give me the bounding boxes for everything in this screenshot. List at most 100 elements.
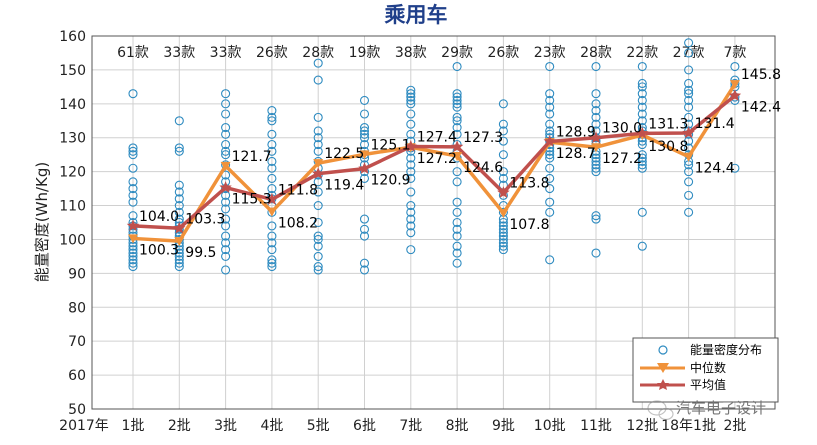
median-point xyxy=(498,209,509,219)
scatter-point xyxy=(313,251,323,261)
scatter-point xyxy=(406,99,416,109)
data-labels: 100.3 99.5 121.7 108.2 122.5 125.1 127.2 124.6 1… xyxy=(139,67,781,261)
scatter-point xyxy=(452,95,462,105)
scatter-point xyxy=(498,217,508,228)
wechat-icon xyxy=(647,400,674,421)
scatter-point xyxy=(498,241,508,251)
scatter-point xyxy=(128,258,138,268)
x-tick-label: 12批 xyxy=(626,418,658,434)
scatter-point xyxy=(591,112,601,122)
scatter-point xyxy=(452,89,462,99)
mean-data-label: 130.0 xyxy=(602,121,642,137)
median-point xyxy=(452,152,463,162)
legend-mean-label: 平均值 xyxy=(690,377,726,392)
scatter-point xyxy=(174,248,184,258)
scatter-point xyxy=(452,99,462,109)
model-count-label: 33款 xyxy=(210,45,242,61)
scatter-point xyxy=(545,184,555,194)
scatter-point xyxy=(591,61,601,72)
scatter-point xyxy=(452,112,462,122)
mean-data-label: 142.4 xyxy=(741,100,781,116)
mean-point xyxy=(173,221,186,234)
scatter-point xyxy=(174,251,184,261)
legend-median-label: 中位数 xyxy=(690,360,726,375)
scatter-point xyxy=(684,190,694,200)
scatter-point xyxy=(313,139,323,150)
scatter-point xyxy=(313,177,323,187)
scatter-point xyxy=(313,200,323,211)
scatter-point xyxy=(452,241,462,251)
scatter-point xyxy=(452,248,462,258)
model-count-label: 28款 xyxy=(580,45,612,61)
scatter-point xyxy=(591,119,601,129)
scatter-point xyxy=(452,224,462,234)
scatter-point xyxy=(684,112,694,122)
scatter-point xyxy=(174,180,184,190)
scatter-point xyxy=(128,89,138,99)
scatter-point xyxy=(221,251,231,261)
scatter-point xyxy=(637,116,647,126)
mean-point xyxy=(543,135,556,147)
scatter-point xyxy=(637,160,647,170)
model-count-label: 26款 xyxy=(487,45,519,61)
model-count-label: 29款 xyxy=(441,45,473,61)
scatter-point xyxy=(174,255,184,265)
scatter-point xyxy=(684,78,694,89)
scatter-point xyxy=(313,187,323,197)
y-tick-label: 70 xyxy=(68,334,86,350)
scatter-point xyxy=(313,231,323,241)
scatter-point xyxy=(313,262,323,272)
scatter-point xyxy=(221,89,231,99)
scatter-point xyxy=(684,89,694,99)
scatter-point xyxy=(406,228,416,238)
scatter-point xyxy=(128,163,138,173)
scatter-point xyxy=(498,238,508,248)
scatter-point xyxy=(128,245,138,255)
x-tick-label: 9批 xyxy=(492,418,515,434)
x-tick-label: 2批 xyxy=(168,418,191,434)
x-tick-label: 5批 xyxy=(307,418,330,434)
scatter-point xyxy=(128,190,138,200)
mean-data-label: 127.3 xyxy=(463,130,503,146)
scatter-point xyxy=(545,163,555,173)
scatter-point xyxy=(221,150,231,160)
scatter-point xyxy=(406,129,416,139)
mean-data-label: 131.3 xyxy=(648,116,688,132)
scatter-point xyxy=(406,245,416,255)
scatter-point xyxy=(452,129,462,139)
scatter-point xyxy=(174,116,184,126)
median-data-label: 145.8 xyxy=(741,67,781,83)
median-point xyxy=(220,161,231,171)
scatter-point xyxy=(637,241,647,251)
mean-data-label: 127.4 xyxy=(417,130,457,146)
x-axis-ticks: 1批 2批 3批 4批 5批 6批 7批 8批 9批 10批 11批 12批 18年1批 2批 xyxy=(122,418,747,434)
mean-data-label: 111.8 xyxy=(278,182,318,198)
median-data-label: 124.6 xyxy=(463,160,503,176)
scatter-point xyxy=(498,234,508,245)
median-point xyxy=(683,152,694,162)
scatter-point xyxy=(128,248,138,258)
scatter-point xyxy=(174,146,184,156)
scatter-point xyxy=(545,197,555,207)
scatter-point xyxy=(637,153,647,163)
watermark-text: 汽车电子设计 xyxy=(676,399,766,417)
median-point xyxy=(266,207,277,217)
model-count-labels: 61款 33款 33款 26款 28款 19款 38款 29款 26款 23款 28款 22款 27款 7… xyxy=(117,45,746,61)
scatter-point xyxy=(637,163,647,173)
scatter-point xyxy=(359,214,370,224)
scatter-point xyxy=(174,187,184,197)
mean-point xyxy=(219,181,232,193)
scatter-point xyxy=(406,153,416,163)
mean-point xyxy=(126,219,140,232)
scatter-point xyxy=(545,109,555,119)
scatter-point xyxy=(498,231,508,241)
scatter-point xyxy=(267,139,277,150)
scatter-point xyxy=(545,119,555,129)
scatter-point xyxy=(498,167,508,177)
mean-point xyxy=(636,126,649,139)
scatter-point xyxy=(498,99,508,109)
scatter-point xyxy=(591,248,601,258)
scatter-point xyxy=(267,129,277,139)
scatter-point xyxy=(637,150,647,160)
scatter-point xyxy=(591,89,601,99)
